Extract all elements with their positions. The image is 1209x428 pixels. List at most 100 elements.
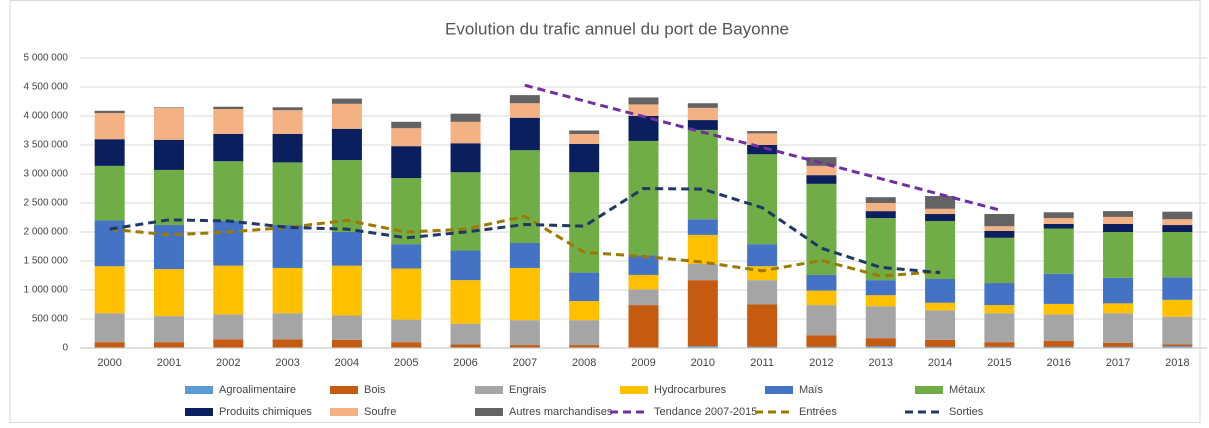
bar-segment (1043, 212, 1074, 219)
bar-segment (94, 342, 125, 348)
x-tick-label: 2005 (394, 357, 418, 369)
legend-label: Entrées (799, 406, 837, 418)
bar-segment (1103, 313, 1134, 343)
bar-segment (925, 220, 956, 279)
y-tick-label: 1 500 000 (24, 256, 69, 267)
bar-segment (747, 346, 778, 348)
x-tick-label: 2007 (513, 357, 537, 369)
bar-segment (153, 107, 184, 140)
bar-segment (391, 121, 422, 129)
bar-segment (450, 121, 481, 144)
x-tick-label: 2001 (157, 357, 181, 369)
bar-segment (569, 172, 600, 273)
bar-segment (569, 143, 600, 173)
bar-segment (272, 107, 303, 111)
bar-segment (1162, 316, 1193, 345)
x-tick-label: 2016 (1046, 357, 1070, 369)
x-tick-label: 2012 (809, 357, 833, 369)
bar-segment (331, 103, 362, 129)
x-tick-label: 2014 (928, 357, 952, 369)
bar-segment (1103, 342, 1134, 347)
bar-segment (1043, 314, 1074, 342)
bar-segment (272, 133, 303, 163)
bar-segment (272, 162, 303, 226)
bar-segment (1043, 228, 1074, 274)
bar-segment (806, 346, 837, 348)
legend-label: Maïs (799, 384, 823, 396)
bar-segment (984, 305, 1015, 314)
bar-segment (865, 203, 896, 212)
bar-segment (509, 345, 540, 348)
legend-swatch (915, 386, 943, 394)
bar-segment (687, 129, 718, 220)
bar-segment (806, 274, 837, 291)
bar-segment (94, 313, 125, 343)
bar-segment (747, 131, 778, 134)
bar-segment (213, 265, 244, 315)
bar-segment (509, 150, 540, 244)
legend-label: Engrais (509, 384, 547, 396)
bar-segment (1103, 211, 1134, 217)
bar-segment (450, 113, 481, 122)
legend-label: Tendance 2007-2015 (654, 406, 757, 418)
bar-segment (925, 339, 956, 347)
x-tick-label: 2000 (97, 357, 121, 369)
bar-segment (272, 110, 303, 134)
bar-segment (1043, 303, 1074, 315)
bar-segment (687, 107, 718, 121)
bar-segment (984, 313, 1015, 343)
bar-segment (1103, 223, 1134, 232)
bar-segment (213, 220, 244, 266)
bar-segment (747, 154, 778, 245)
bar-segment (213, 314, 244, 340)
bar-segment (1103, 216, 1134, 224)
bar-segment (687, 219, 718, 235)
bar-segment (806, 305, 837, 336)
bar-segment (1162, 232, 1193, 278)
bar-segment (153, 107, 184, 108)
bar-segment (450, 172, 481, 251)
bar-segment (747, 304, 778, 347)
legend-swatch (475, 386, 503, 394)
legend-label: Autres marchandises (509, 406, 613, 418)
bar-segment (331, 232, 362, 266)
chart-title: Evolution du trafic annuel du port de Ba… (445, 19, 789, 38)
bar-segment (628, 289, 659, 306)
bar-segment (865, 306, 896, 339)
bar-segment (925, 196, 956, 209)
legend-swatch (185, 386, 213, 394)
bar-segment (213, 133, 244, 162)
bar-segment (450, 250, 481, 281)
y-tick-label: 3 500 000 (24, 140, 69, 151)
y-tick-label: 4 500 000 (24, 82, 69, 93)
bar-segment (865, 338, 896, 347)
bar-segment (450, 280, 481, 324)
bar-segment (984, 237, 1015, 284)
bar-segment (391, 342, 422, 348)
legend-swatch (765, 386, 793, 394)
bar-segment (1043, 341, 1074, 347)
bar-segment (925, 208, 956, 215)
x-tick-label: 2013 (869, 357, 893, 369)
bar-segment (925, 310, 956, 340)
x-tick-label: 2006 (453, 357, 477, 369)
bar-segment (1162, 344, 1193, 347)
bar-segment (272, 267, 303, 314)
bar-segment (806, 165, 837, 176)
bar-segment (94, 220, 125, 267)
bar-segment (153, 342, 184, 348)
x-tick-label: 2002 (216, 357, 240, 369)
legend-swatch (330, 408, 358, 416)
bar-segment (331, 315, 362, 340)
bar-segment (450, 323, 481, 345)
bar-segment (1103, 346, 1134, 348)
bar-segment (331, 98, 362, 104)
bar-segment (865, 280, 896, 296)
bar-segment (213, 161, 244, 221)
bar-segment (450, 344, 481, 348)
bar-segment (569, 133, 600, 144)
x-tick-label: 2009 (631, 357, 655, 369)
bar-segment (865, 346, 896, 348)
chart-frame (9, 0, 1201, 423)
